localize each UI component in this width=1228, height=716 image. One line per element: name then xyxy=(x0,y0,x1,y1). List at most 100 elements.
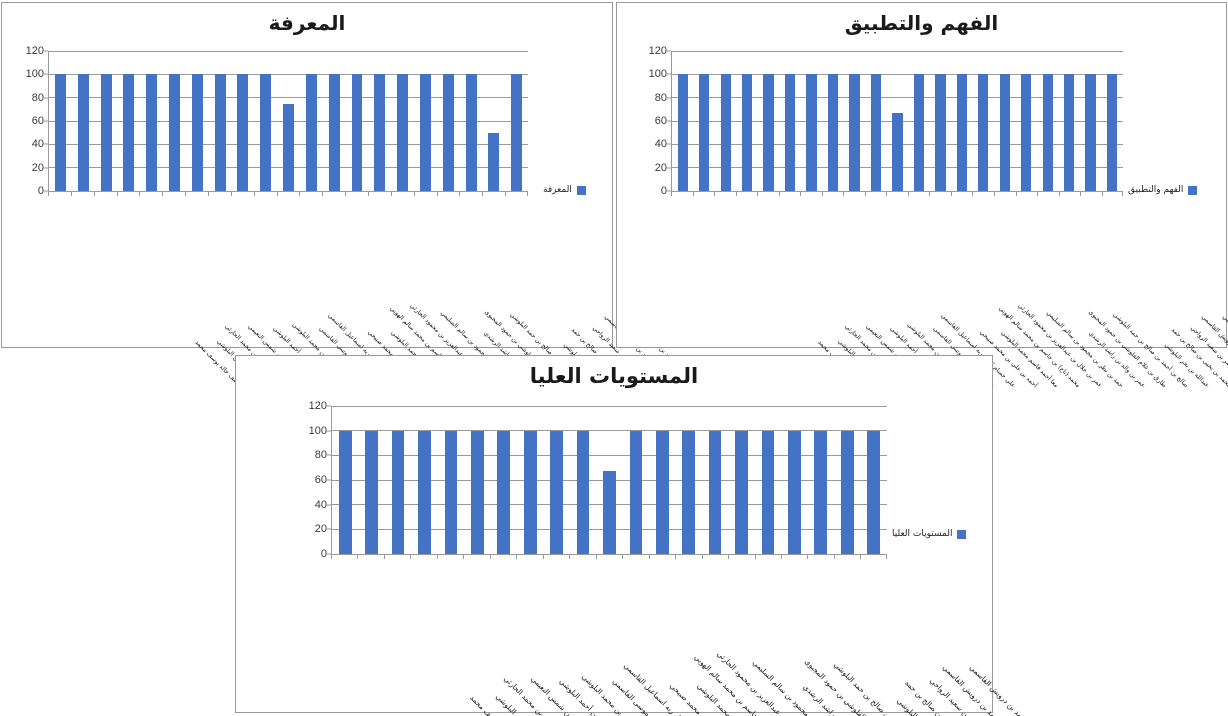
bar-slot xyxy=(346,51,369,191)
x-axis-tick-mark xyxy=(489,554,516,559)
bar-slot xyxy=(675,406,701,554)
bar[interactable] xyxy=(305,74,317,191)
bar[interactable] xyxy=(365,430,378,554)
bar-slot xyxy=(973,51,994,191)
bar[interactable] xyxy=(523,430,537,554)
bar-slot xyxy=(332,406,358,554)
bar[interactable] xyxy=(283,103,294,191)
bar[interactable] xyxy=(784,74,796,191)
bar[interactable] xyxy=(1085,74,1096,191)
x-axis-tick-mark xyxy=(482,191,505,196)
bar-slot xyxy=(736,51,757,191)
bar-slot xyxy=(702,406,728,554)
chart-panel-knowledge[interactable]: المعرفة 0 20 40 60 80 100 120 يوسف خالد يوسف م… xyxy=(1,2,701,389)
bar[interactable] xyxy=(418,430,431,554)
bar[interactable] xyxy=(169,74,180,191)
legend-knowledge[interactable]: المعرفة xyxy=(543,185,586,195)
bar[interactable] xyxy=(214,74,226,191)
bar[interactable] xyxy=(655,430,669,554)
bar[interactable] xyxy=(397,74,409,191)
legend-comprehension[interactable]: الفهم والتطبيق xyxy=(1128,185,1198,195)
bar[interactable] xyxy=(840,430,854,554)
bar[interactable] xyxy=(682,430,696,554)
bar[interactable] xyxy=(465,74,477,191)
x-axis-tick-mark xyxy=(692,191,715,196)
bar-slot xyxy=(209,51,232,191)
bar[interactable] xyxy=(444,430,458,554)
bar[interactable] xyxy=(913,74,925,191)
bar[interactable] xyxy=(814,430,828,554)
bar-slot xyxy=(323,51,346,191)
bar[interactable] xyxy=(677,74,688,191)
y-axis-tick-mark xyxy=(327,553,331,555)
bar[interactable] xyxy=(260,74,272,191)
bar-slot xyxy=(865,51,886,191)
bar[interactable] xyxy=(1042,74,1053,191)
bar[interactable] xyxy=(191,74,203,191)
x-axis-tick-mark xyxy=(230,191,254,196)
bar[interactable] xyxy=(892,112,903,191)
bar-slot xyxy=(1080,51,1101,191)
y-axis-tick-mark xyxy=(667,97,671,99)
bar[interactable] xyxy=(497,430,511,554)
bar[interactable] xyxy=(629,430,643,554)
bar[interactable] xyxy=(237,74,249,191)
bar[interactable] xyxy=(511,74,523,191)
bar[interactable] xyxy=(978,74,989,191)
bar[interactable] xyxy=(741,74,753,191)
bar[interactable] xyxy=(442,74,454,191)
bar[interactable] xyxy=(735,430,748,554)
bar-slot xyxy=(672,51,693,191)
x-axis-tick-mark xyxy=(185,191,208,196)
bar[interactable] xyxy=(374,74,386,191)
bar[interactable] xyxy=(870,74,882,191)
bar[interactable] xyxy=(470,430,484,554)
bar[interactable] xyxy=(1021,74,1032,191)
x-axis-tick-mark xyxy=(1015,191,1038,196)
x-axis-tick-mark xyxy=(516,554,542,559)
bar[interactable] xyxy=(720,74,731,191)
bar[interactable] xyxy=(100,74,112,191)
bar[interactable] xyxy=(123,74,135,191)
bar[interactable] xyxy=(351,74,363,191)
bar[interactable] xyxy=(763,74,774,191)
legend-higher-levels[interactable]: المستويات العليا xyxy=(892,529,967,539)
bar[interactable] xyxy=(827,74,839,191)
y-axis-tick-label: 40 xyxy=(31,138,44,151)
bar[interactable] xyxy=(849,74,860,191)
bar[interactable] xyxy=(419,74,431,191)
bar[interactable] xyxy=(146,74,158,191)
bar[interactable] xyxy=(806,74,817,191)
bar[interactable] xyxy=(867,430,880,554)
bar[interactable] xyxy=(1064,74,1075,191)
bar[interactable] xyxy=(788,430,801,554)
x-axis-ticks-higher-levels xyxy=(331,554,888,559)
bar[interactable] xyxy=(576,430,590,554)
x-axis-ticks-knowledge xyxy=(48,191,528,196)
bar[interactable] xyxy=(54,74,66,191)
bar[interactable] xyxy=(761,430,775,554)
bar[interactable] xyxy=(956,74,967,191)
gridline xyxy=(672,190,1123,192)
y-axis-tick-mark xyxy=(44,120,48,122)
bar[interactable] xyxy=(935,74,946,191)
bar[interactable] xyxy=(999,74,1010,191)
bar[interactable] xyxy=(699,74,710,191)
gridline xyxy=(672,50,1123,52)
x-axis-tick-mark xyxy=(648,554,675,559)
bar[interactable] xyxy=(391,430,405,554)
bar[interactable] xyxy=(328,74,340,191)
bar[interactable] xyxy=(1106,74,1118,191)
bar[interactable] xyxy=(338,430,352,554)
bar-slot xyxy=(482,51,505,191)
bar[interactable] xyxy=(77,74,89,191)
bar[interactable] xyxy=(488,132,500,191)
bar[interactable] xyxy=(550,430,563,554)
y-axis-tick-mark xyxy=(667,73,671,75)
bar[interactable] xyxy=(603,471,616,554)
bar-slot xyxy=(728,406,754,554)
bar-slot xyxy=(391,51,414,191)
bar[interactable] xyxy=(708,430,722,554)
